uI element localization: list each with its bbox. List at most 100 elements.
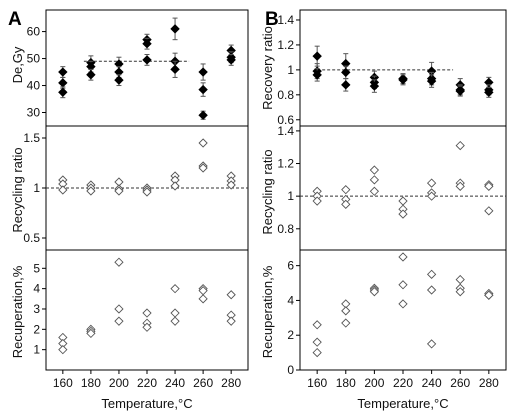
ylabel-a-bottom: Recuperation,% [10,265,25,358]
data-point [398,209,408,219]
data-point [198,138,208,148]
data-point [398,280,408,290]
data-point [398,196,408,206]
x-tick-label: 220 [393,376,413,390]
data-point [114,75,124,85]
data-point [426,269,437,279]
data-point [341,184,351,195]
y-tick-label: 1 [33,181,40,195]
x-tick-label: 240 [422,376,442,390]
y-tick-label: 1.4 [277,13,294,27]
x-tick-label: 260 [193,376,213,390]
x-tick-label: 220 [137,376,157,390]
data-point [142,55,152,65]
data-point [341,67,351,78]
data-point [426,285,437,295]
data-point [398,299,408,309]
y-tick-label: 1 [287,63,294,77]
y-tick-label: 5 [33,261,40,275]
x-tick-label: 180 [336,376,356,390]
data-point [198,294,208,304]
y-tick-label: 4 [33,282,40,296]
data-point [114,304,124,314]
data-point [341,199,351,209]
x-tick-label: 200 [364,376,384,390]
y-tick-label: 1 [287,189,294,203]
x-tick-label: 280 [221,376,241,390]
data-point [58,345,68,355]
y-tick-label: 1 [33,343,40,357]
y-tick-label: 0.8 [277,88,294,102]
x-tick-label: 240 [165,376,185,390]
ylabel-a-middle: Recycling ratio [10,147,25,232]
data-point [170,64,180,75]
data-point [484,206,494,216]
data-point [226,290,236,300]
y-tick-label: 6 [287,259,294,273]
y-tick-label: 50 [27,52,41,66]
data-point [484,181,494,192]
data-point [484,290,494,300]
data-point [170,181,180,191]
y-tick-label: 0.6 [277,113,294,127]
data-point [426,178,437,188]
y-tick-label: 2 [287,328,294,342]
data-point [86,70,96,80]
ylabel-a-top: De,Gy [10,46,25,83]
data-point [58,87,68,97]
data-point [114,186,124,196]
data-point [114,316,124,326]
data-point [341,306,351,316]
x-tick-label: 160 [53,376,73,390]
data-point [142,322,152,332]
subplot-a-top: 30 40 50 60 [27,9,248,120]
y-tick-label: 0.5 [23,231,40,245]
x-tick-label: 160 [307,376,327,390]
ylabel-b-middle: Recycling ratio [260,149,275,234]
x-tick-label: 260 [450,376,470,390]
data-point [58,185,68,195]
subplot-a-bottom: 1 2 3 4 5 160 180 200 220 240 260 280 [33,249,248,390]
data-point [369,287,380,297]
data-point [426,191,437,201]
y-tick-label: 2 [33,322,40,336]
subplot-a-middle: 0.5 1 1.5 [23,125,248,245]
y-tick-label: 1.2 [277,38,294,52]
data-point [198,163,208,173]
data-point [312,51,322,61]
data-point [398,252,408,262]
data-point [455,274,465,285]
data-point [312,320,322,330]
data-point [142,39,152,49]
xlabel-b: Temperature,°C [357,396,448,411]
y-tick-label: 1.4 [277,124,294,138]
data-point [58,67,68,77]
data-point [341,80,351,90]
data-point [86,186,96,196]
data-point [170,316,180,326]
y-tick-label: 60 [27,25,41,39]
y-tick-label: 30 [27,106,41,120]
data-point [142,308,152,318]
data-point [226,316,236,326]
x-tick-label: 180 [81,376,101,390]
data-point [226,180,236,190]
y-tick-label: 4 [287,293,294,307]
data-point [198,84,208,95]
data-point [114,257,124,267]
subplot-b-bottom: 0 2 4 6 160 180 200 220 240 260 280 [287,249,506,390]
data-point [170,284,180,294]
data-point [426,76,437,86]
y-tick-label: 0 [287,363,294,377]
data-point [170,308,180,318]
panel-label-a: A [8,9,22,30]
data-point [58,78,68,88]
subplot-b-top: 0.6 0.8 1 1.2 1.4 [277,9,506,127]
data-point [312,70,322,80]
data-point [455,287,465,297]
data-point [369,175,380,185]
y-tick-label: 3 [33,302,40,316]
data-point [312,337,322,347]
y-tick-label: 1.2 [277,157,294,171]
data-point [226,55,236,65]
